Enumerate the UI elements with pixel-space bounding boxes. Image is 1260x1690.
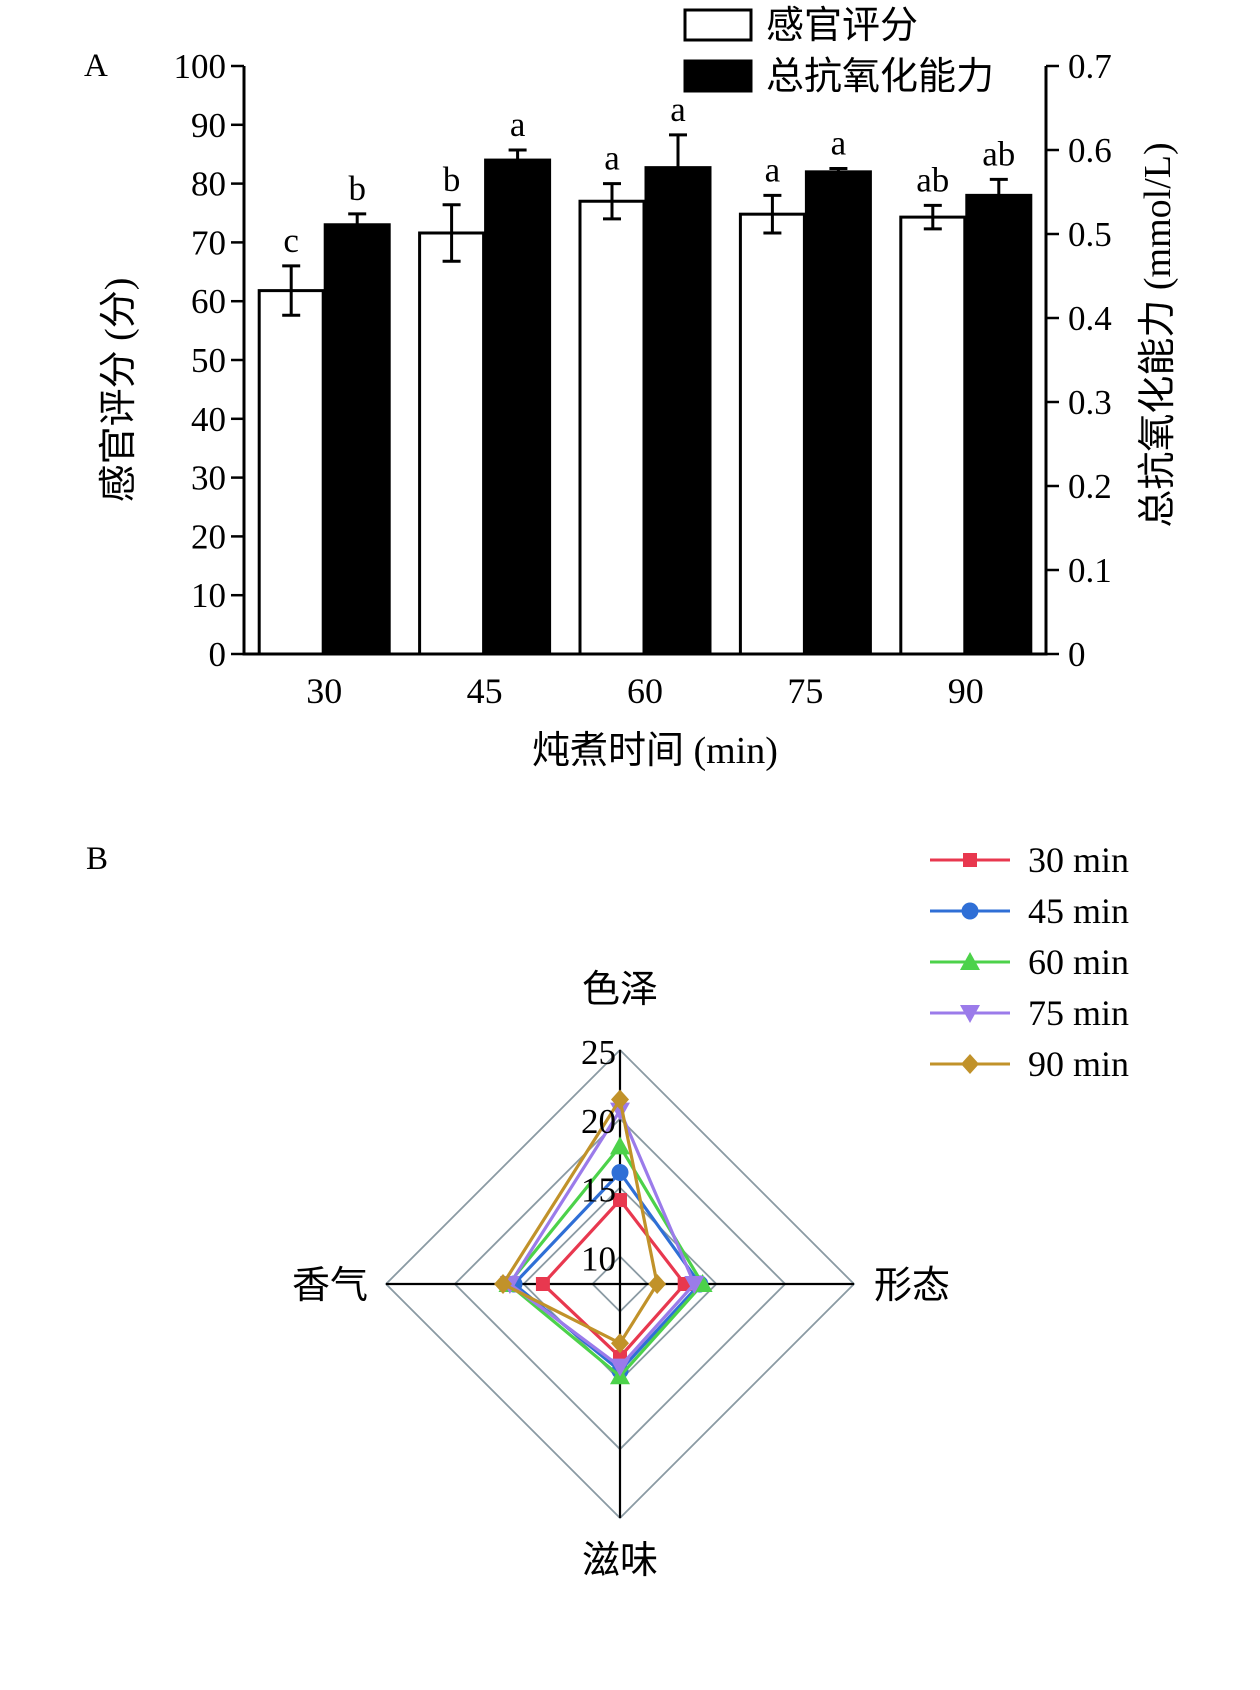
sensory-score-bar xyxy=(578,199,646,656)
antioxidant-bar xyxy=(644,166,712,656)
radar-ring-label: 15 xyxy=(581,1171,616,1210)
x-axis-label: 炖煮时间 (min) xyxy=(532,730,778,772)
right-tick-label: 0.7 xyxy=(1068,47,1112,86)
radar-series xyxy=(494,1089,713,1385)
legend-label: 感官评分 xyxy=(766,5,918,47)
significance-letter: a xyxy=(604,139,620,178)
panel-a-plot-area: 0 10 20 30 40 50 60 70 80 90 100 0 0.1 0.2 0.3 0.4 0.5 0.… xyxy=(174,47,1112,711)
legend-marker xyxy=(960,952,980,970)
right-tick-label: 0.1 xyxy=(1068,551,1112,590)
legend-swatch xyxy=(683,8,753,42)
radar-data-point xyxy=(611,1333,629,1354)
left-tick-label: 0 xyxy=(209,635,227,674)
significance-letter: c xyxy=(283,221,299,260)
legend-marker xyxy=(961,902,979,920)
radar-axis-label: 滋味 xyxy=(582,1540,658,1582)
antioxidant-bar xyxy=(804,170,872,656)
significance-letter: b xyxy=(443,160,461,199)
radar-series-line xyxy=(540,1197,687,1360)
radar-data-point xyxy=(611,1089,629,1110)
sensory-score-bar xyxy=(418,231,486,656)
legend-label: 75 min xyxy=(1028,993,1129,1033)
significance-letter: a xyxy=(831,123,847,162)
sensory-score-bar xyxy=(899,215,967,656)
sensory-score-bar xyxy=(257,289,325,656)
left-tick-label: 30 xyxy=(191,459,226,498)
left-tick-label: 70 xyxy=(191,223,226,262)
right-tick-label: 0.6 xyxy=(1068,131,1112,170)
right-tick-label: 0 xyxy=(1068,635,1086,674)
right-tick-label: 0.3 xyxy=(1068,383,1112,422)
x-tick-label: 60 xyxy=(627,671,663,711)
significance-letter: ab xyxy=(982,134,1015,173)
antioxidant-bar xyxy=(965,193,1033,656)
left-tick-label: 50 xyxy=(191,341,226,380)
radar-data-point xyxy=(611,1164,629,1182)
radar-axis-label: 香气 xyxy=(292,1265,368,1307)
left-tick-label: 90 xyxy=(191,106,226,145)
left-tick-label: 10 xyxy=(191,576,226,615)
legend-label: 60 min xyxy=(1028,942,1129,982)
radar-axis-label: 形态 xyxy=(874,1265,950,1307)
left-tick-label: 20 xyxy=(191,517,226,556)
legend-marker xyxy=(960,1005,980,1023)
left-axis-label: 感官评分 (分) xyxy=(98,278,140,503)
antioxidant-bar xyxy=(323,223,391,656)
right-tick-label: 0.4 xyxy=(1068,299,1112,338)
panel-a-label: A xyxy=(84,48,108,84)
left-tick-label: 100 xyxy=(174,47,227,86)
x-tick-label: 45 xyxy=(467,671,503,711)
legend-swatch xyxy=(683,59,753,93)
radar-data-point xyxy=(613,1193,627,1208)
significance-letter: b xyxy=(348,169,366,208)
x-tick-label: 75 xyxy=(787,671,823,711)
radar-ring-label: 25 xyxy=(581,1033,616,1072)
legend-label: 45 min xyxy=(1028,891,1129,931)
x-tick-label: 30 xyxy=(306,671,342,711)
radar-ring-label: 10 xyxy=(581,1239,616,1278)
significance-letter: a xyxy=(670,90,686,129)
right-tick-label: 0.2 xyxy=(1068,467,1112,506)
radar-data-point xyxy=(610,1358,630,1377)
legend-label: 30 min xyxy=(1028,840,1129,880)
legend-label: 总抗氧化能力 xyxy=(766,56,994,98)
right-axis-label: 总抗氧化能力 (mmol/L) xyxy=(1137,142,1179,527)
left-tick-label: 80 xyxy=(191,165,226,204)
panel-b-legend: 30 min 45 min 60 min 75 min 90 min xyxy=(930,840,1129,1084)
left-tick-label: 60 xyxy=(191,282,226,321)
significance-letter: a xyxy=(765,150,781,189)
radar-data-point xyxy=(535,1277,550,1291)
radar-axis-label: 色泽 xyxy=(582,969,658,1011)
panel-a-bar-chart: A 0 10 20 30 40 50 60 70 80 90 100 0 0.1 0.2 0.3 0.4 0.5… xyxy=(84,5,1179,772)
radar-data-point xyxy=(494,1274,512,1294)
panel-b-label: B xyxy=(86,841,108,877)
legend-marker xyxy=(961,1054,979,1074)
right-tick-label: 0.5 xyxy=(1068,215,1112,254)
legend-marker xyxy=(963,853,977,867)
radar-data-point xyxy=(610,1136,630,1155)
left-tick-label: 40 xyxy=(191,400,226,439)
radar-data-point xyxy=(648,1274,667,1294)
sensory-score-bar xyxy=(738,212,806,656)
significance-letter: a xyxy=(510,105,526,144)
significance-letter: ab xyxy=(916,160,949,199)
radar-ring-label: 20 xyxy=(581,1102,616,1141)
legend-label: 90 min xyxy=(1028,1044,1129,1084)
radar-data-point xyxy=(684,1276,705,1294)
x-tick-label: 90 xyxy=(948,671,984,711)
antioxidant-bar xyxy=(484,158,552,656)
